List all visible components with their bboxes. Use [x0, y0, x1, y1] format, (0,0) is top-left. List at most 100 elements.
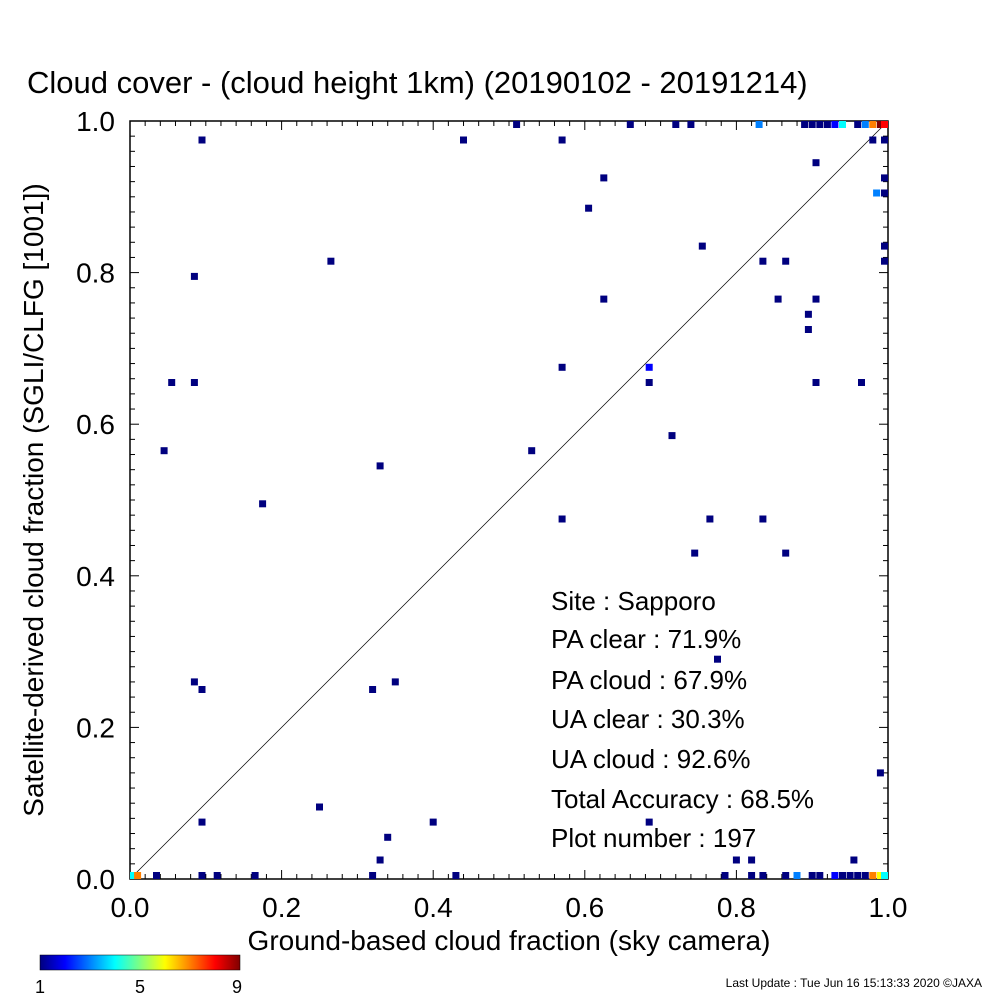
data-point — [198, 686, 206, 693]
data-point — [198, 872, 206, 879]
data-point — [600, 174, 608, 182]
data-point — [755, 121, 763, 128]
stats-plot-number: Plot number : 197 — [551, 823, 756, 853]
data-point — [327, 257, 335, 265]
data-point — [706, 515, 714, 523]
data-point — [376, 856, 384, 864]
diagonal-reference-line — [129, 120, 889, 880]
data-point — [168, 379, 176, 386]
data-point — [316, 803, 323, 811]
data-point — [190, 678, 198, 686]
data-point — [808, 121, 816, 128]
data-point — [190, 379, 198, 386]
data-point — [748, 856, 756, 864]
stats-pa-cloud: PA cloud : 67.9% — [551, 665, 747, 695]
data-point — [369, 872, 377, 879]
data-point — [861, 121, 869, 128]
colorbar-gradient — [39, 954, 241, 971]
data-point — [831, 872, 839, 879]
data-point — [714, 655, 721, 663]
data-point — [759, 872, 767, 879]
data-point — [369, 686, 377, 693]
data-point — [869, 136, 877, 144]
x-tick-label: 0.6 — [565, 892, 604, 923]
data-point — [513, 121, 521, 128]
stats-total-accuracy: Total Accuracy : 68.5% — [551, 784, 814, 814]
colorbar-tick-label: 1 — [35, 977, 45, 997]
data-point — [259, 500, 267, 508]
data-point — [812, 379, 820, 386]
data-point — [391, 678, 399, 686]
data-point — [804, 310, 812, 318]
y-tick-label: 0.0 — [76, 864, 115, 895]
data-point — [876, 769, 884, 777]
data-point — [801, 121, 809, 128]
chart-title: Cloud cover - (cloud height 1km) (201901… — [27, 65, 808, 100]
data-point — [759, 515, 767, 523]
data-point — [881, 242, 888, 250]
data-point — [869, 872, 877, 879]
y-tick-label: 0.4 — [76, 561, 115, 592]
data-point — [748, 872, 756, 879]
x-tick-label: 0.4 — [414, 892, 453, 923]
last-update-footer: Last Update : Tue Jun 16 15:13:33 2020 ©… — [726, 976, 982, 990]
data-point — [558, 515, 566, 523]
data-point — [881, 136, 888, 144]
data-point — [876, 872, 884, 879]
data-point — [831, 121, 839, 128]
data-point — [854, 872, 862, 879]
data-point — [823, 121, 831, 128]
x-tick-label: 0.2 — [262, 892, 301, 923]
data-point — [881, 189, 888, 197]
stats-ua-clear: UA clear : 30.3% — [551, 704, 745, 734]
data-point — [687, 121, 695, 128]
data-point — [460, 136, 467, 144]
data-point — [782, 257, 790, 265]
colorbar-tick-label: 9 — [232, 977, 242, 997]
data-point — [585, 204, 593, 212]
data-point — [691, 549, 699, 557]
data-point — [384, 833, 392, 841]
data-point — [251, 872, 259, 879]
data-point — [698, 242, 706, 250]
y-axis-label: Satellite-derived cloud fraction (SGLI/C… — [18, 183, 49, 816]
data-point — [774, 295, 782, 303]
data-point — [881, 121, 888, 128]
x-tick-label: 1.0 — [869, 892, 908, 923]
data-point — [861, 872, 869, 879]
colorbar-tick-label: 5 — [135, 977, 145, 997]
data-point — [782, 549, 790, 557]
data-point — [876, 121, 884, 128]
data-point — [721, 872, 729, 879]
data-point — [668, 432, 676, 440]
data-point — [839, 872, 846, 879]
data-point — [429, 818, 437, 826]
data-point — [130, 872, 137, 879]
data-point — [854, 121, 862, 128]
data-point — [804, 326, 812, 333]
data-points — [130, 121, 888, 879]
data-point — [816, 121, 824, 128]
data-point — [850, 856, 858, 864]
data-point — [452, 872, 460, 879]
data-point — [645, 363, 653, 371]
data-point — [869, 121, 877, 128]
data-point — [812, 159, 820, 167]
x-tick-label: 0.0 — [111, 892, 150, 923]
x-tick-labels: 0.0 0.2 0.4 0.6 0.8 1.0 — [111, 892, 908, 923]
data-point — [839, 121, 846, 128]
stats-site: Site : Sapporo — [551, 586, 716, 616]
data-point — [816, 872, 824, 879]
data-point — [881, 872, 888, 879]
y-tick-label: 0.8 — [76, 258, 115, 289]
data-point — [213, 872, 221, 879]
data-point — [858, 379, 865, 386]
data-point — [528, 447, 536, 455]
data-point — [881, 257, 888, 265]
data-point — [873, 189, 881, 197]
data-point — [153, 872, 160, 879]
data-point — [808, 872, 816, 879]
x-tick-label: 0.8 — [717, 892, 756, 923]
data-point — [198, 818, 206, 826]
